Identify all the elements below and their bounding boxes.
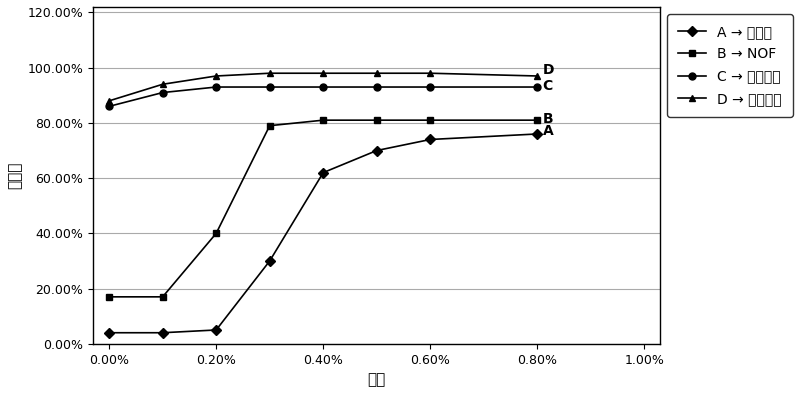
Legend: A → 本发明, B → NOF, C → 传统工艺, D → 化学试剂: A → 本发明, B → NOF, C → 传统工艺, D → 化学试剂 [667, 14, 793, 117]
Text: A: A [542, 124, 554, 138]
X-axis label: 浓度: 浓度 [368, 372, 386, 387]
Y-axis label: 溶血率: 溶血率 [7, 162, 22, 189]
Text: D: D [542, 63, 554, 78]
Text: B: B [542, 112, 554, 126]
Text: C: C [542, 79, 553, 93]
